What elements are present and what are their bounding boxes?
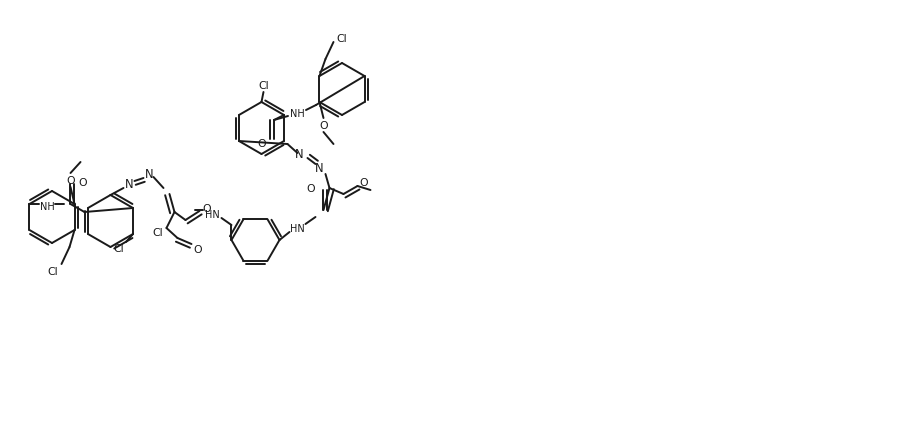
Text: HN: HN: [290, 224, 305, 233]
Text: O: O: [359, 178, 368, 187]
Text: N: N: [145, 168, 154, 181]
Text: Cl: Cl: [47, 266, 57, 276]
Text: NH: NH: [290, 109, 304, 119]
Text: Cl: Cl: [114, 243, 124, 253]
Text: N: N: [315, 162, 323, 175]
Text: O: O: [258, 139, 266, 149]
Text: HN: HN: [205, 210, 220, 220]
Text: Cl: Cl: [152, 227, 163, 237]
Text: N: N: [125, 178, 134, 191]
Text: O: O: [67, 176, 75, 186]
Text: NH: NH: [40, 201, 55, 211]
Text: Cl: Cl: [258, 81, 269, 91]
Text: O: O: [78, 178, 87, 187]
Text: N: N: [295, 148, 303, 161]
Text: O: O: [307, 184, 315, 194]
Text: O: O: [202, 204, 210, 214]
Text: Cl: Cl: [336, 34, 347, 44]
Text: O: O: [193, 244, 202, 254]
Text: O: O: [319, 121, 328, 131]
